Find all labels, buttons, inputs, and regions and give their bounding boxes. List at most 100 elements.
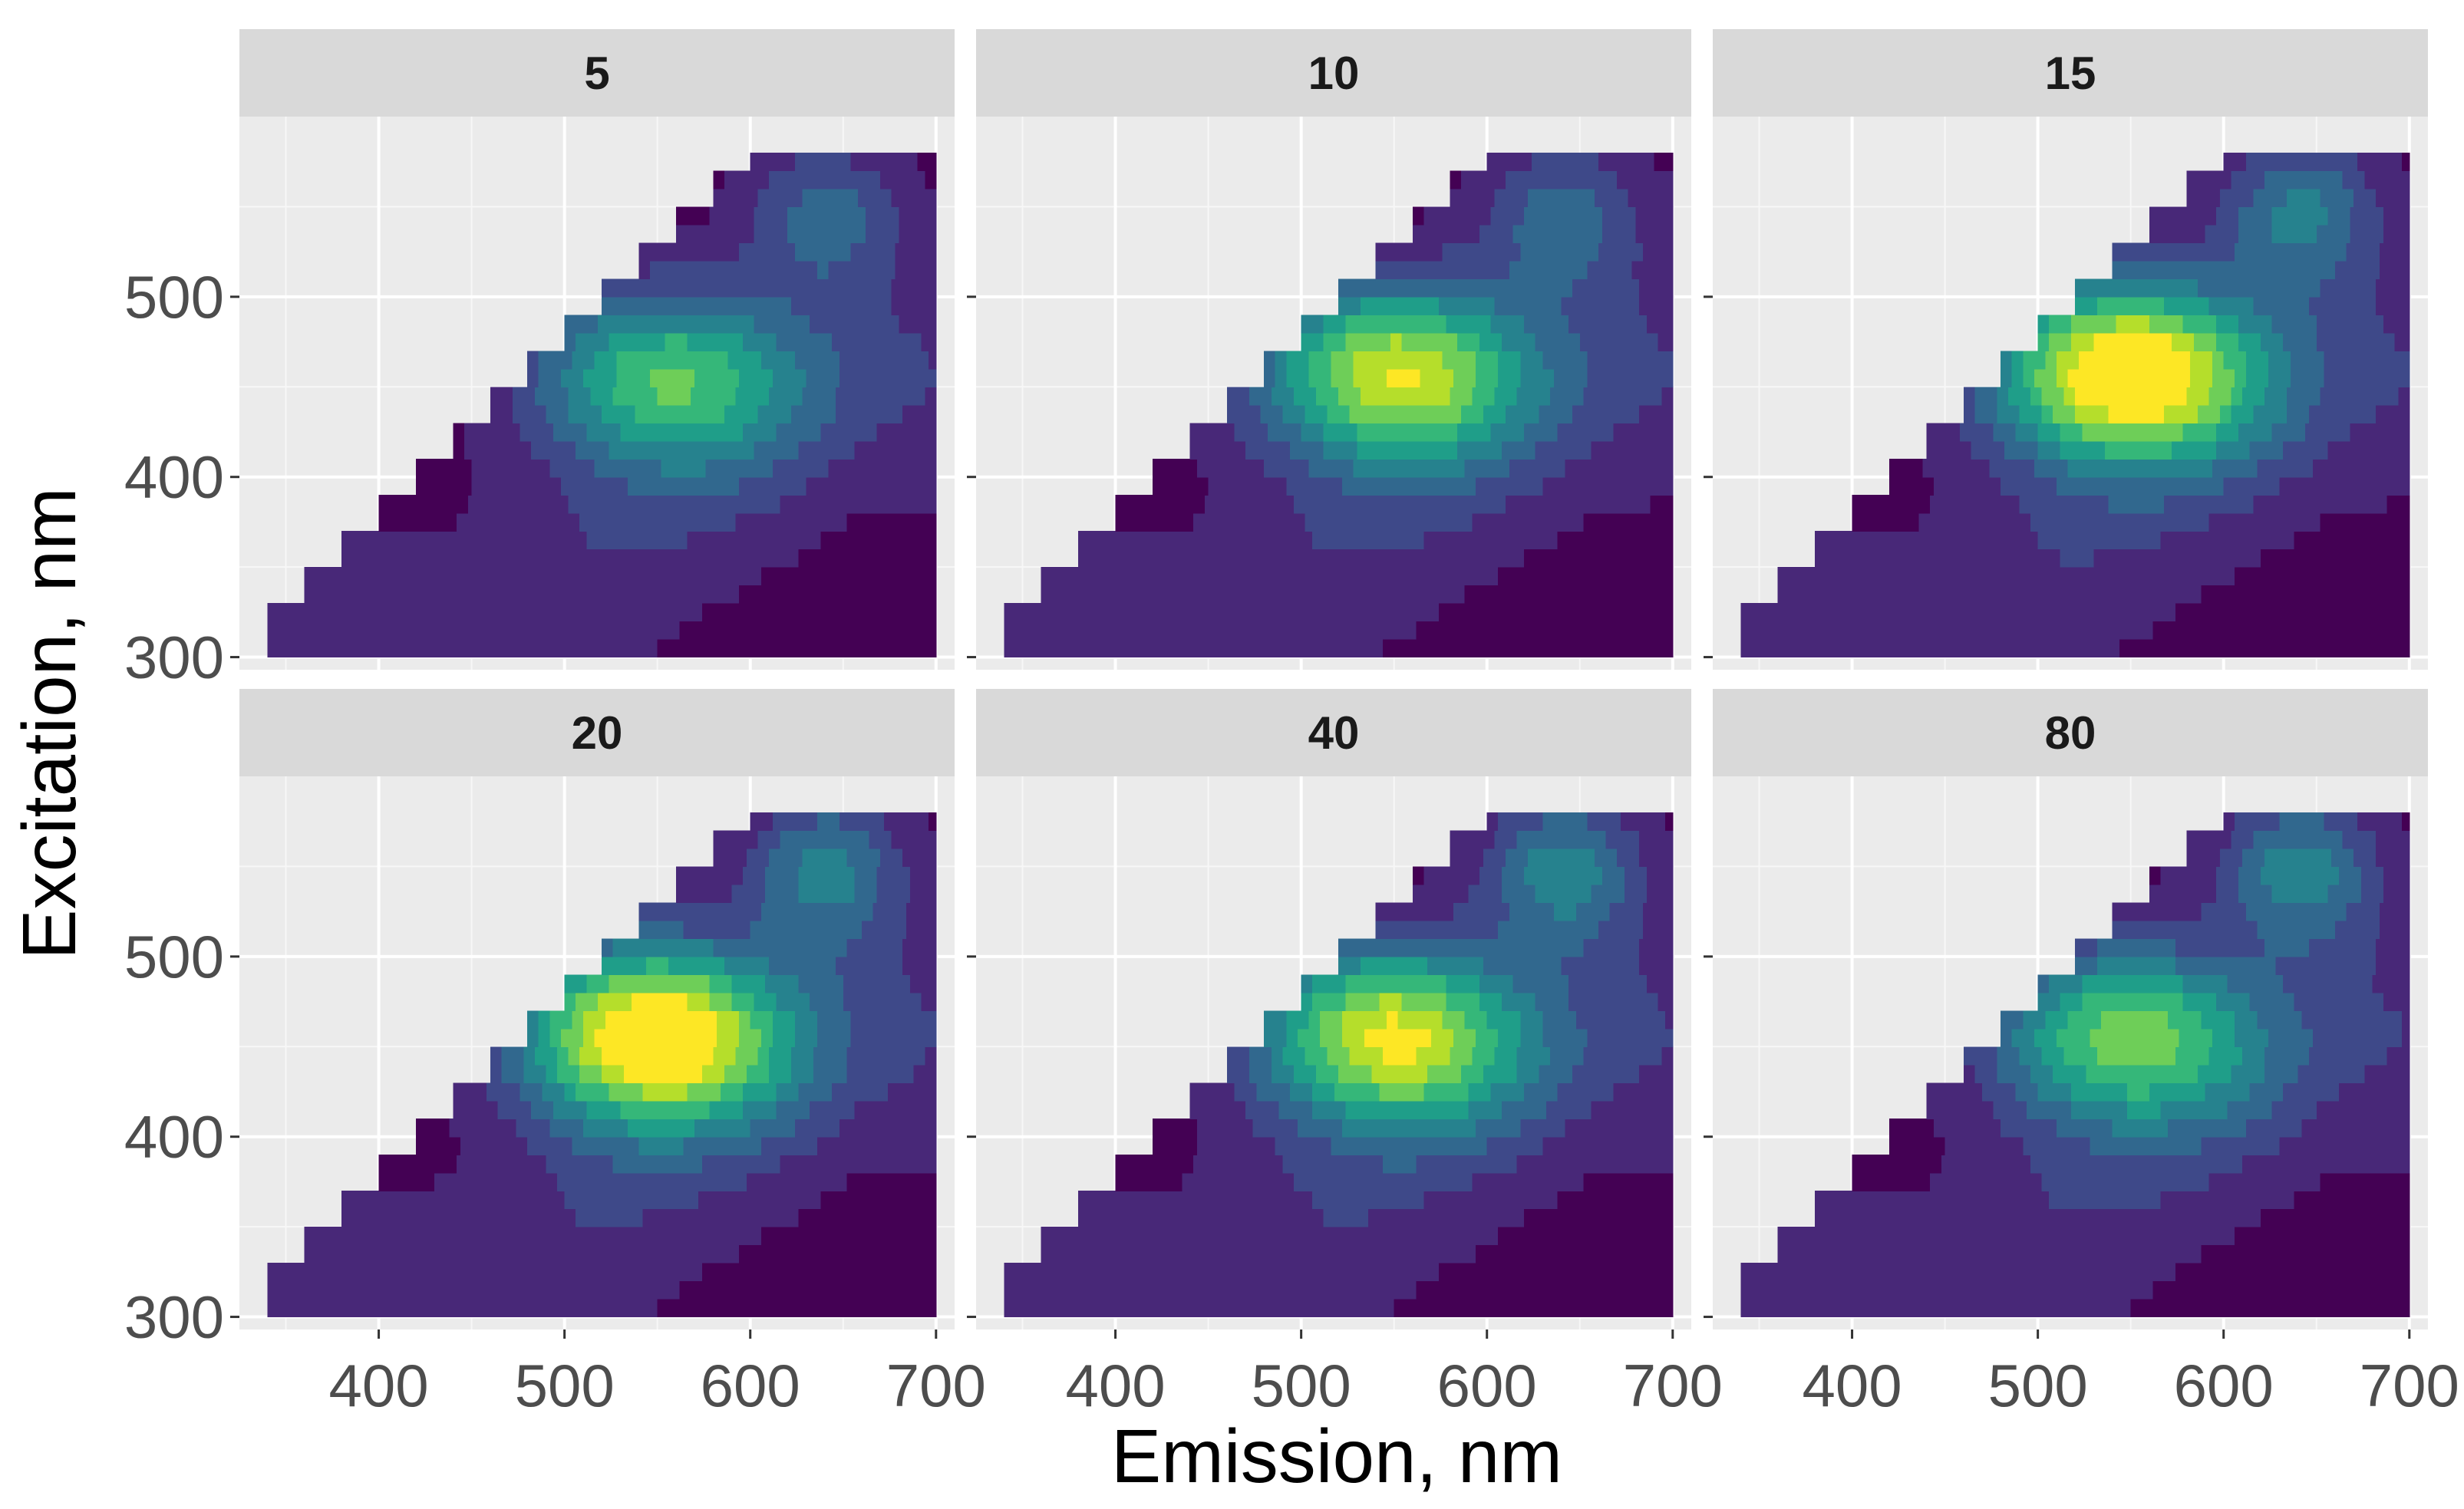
heat-cell [731, 974, 744, 993]
heat-cell [832, 549, 844, 568]
heat-cell [512, 404, 524, 423]
heat-cell [568, 1064, 580, 1083]
heat-cell [2253, 404, 2265, 423]
facet-panel-15: 15 [1704, 29, 2428, 670]
heat-cell [691, 1155, 703, 1174]
heat-cell [880, 188, 892, 208]
heat-cell [843, 423, 855, 442]
heat-cell [382, 1227, 394, 1246]
heat-cell [772, 242, 784, 262]
heat-cell [475, 1191, 487, 1210]
heat-cell [2357, 351, 2370, 370]
heat-cell [1070, 1280, 1083, 1300]
heat-cell [865, 224, 877, 243]
heat-cell [1353, 1227, 1365, 1246]
heat-cell [806, 812, 818, 832]
heat-cell [1383, 512, 1395, 532]
heat-cell [438, 585, 450, 604]
heat-cell [586, 992, 599, 1011]
heat-cell [460, 476, 473, 496]
heat-cell [1290, 531, 1302, 550]
heat-cell [872, 567, 885, 586]
heat-cell [2320, 387, 2332, 406]
heat-cell [1186, 459, 1198, 478]
heat-cell [1438, 1263, 1450, 1282]
heat-cell [2171, 423, 2184, 442]
heat-cell [423, 1172, 435, 1191]
heat-cell [2112, 459, 2124, 478]
heat-cell [471, 585, 483, 604]
heat-cell [2056, 368, 2068, 387]
heat-cell [1327, 603, 1339, 622]
heat-cell [1052, 1244, 1064, 1264]
heat-cell [2090, 476, 2102, 496]
heat-cell [1971, 531, 1983, 550]
heat-cell [761, 1010, 774, 1030]
heat-cell [1650, 296, 1662, 315]
heat-cell [861, 1227, 874, 1246]
heat-cell [523, 512, 536, 532]
heat-cell [1512, 332, 1525, 351]
facet-strip-background [1713, 29, 2428, 117]
heat-cell [646, 938, 658, 957]
heat-cell [858, 1263, 870, 1282]
heat-cell [1189, 549, 1202, 568]
heat-cell [490, 387, 502, 406]
heat-cell [2346, 260, 2358, 279]
heat-cell [415, 459, 428, 478]
heat-cell [884, 152, 896, 172]
heat-cell [925, 495, 937, 514]
heat-cell [2238, 224, 2251, 243]
heat-cell [768, 1172, 781, 1191]
heat-cell [1539, 621, 1551, 640]
heat-cell [386, 549, 398, 568]
heat-cell [598, 440, 610, 460]
heat-cell [1818, 603, 1831, 622]
heat-cell [2208, 188, 2221, 208]
heat-cell [691, 1263, 703, 1282]
heat-cell [713, 495, 725, 514]
heat-cell [2309, 495, 2321, 514]
heat-cell [2305, 531, 2317, 550]
heat-cell [1145, 549, 1157, 568]
heat-cell [906, 1136, 919, 1155]
heat-cell [2405, 423, 2410, 442]
heat-cell [810, 332, 822, 351]
heat-cell [739, 351, 751, 370]
heat-cell [1327, 621, 1339, 640]
heat-cell [505, 476, 517, 496]
heat-cell [2372, 206, 2384, 226]
heat-cell [2086, 296, 2098, 315]
heat-cell [2049, 440, 2061, 460]
heat-cell [2093, 315, 2106, 334]
heat-cell [2219, 495, 2231, 514]
heat-cell [683, 902, 695, 921]
heat-cell [691, 938, 703, 957]
heat-cell [2146, 242, 2158, 262]
heat-cell [743, 423, 755, 442]
heat-cell [2360, 531, 2373, 550]
heat-cell [720, 884, 733, 903]
heat-cell [861, 260, 874, 279]
heat-cell [1145, 1191, 1157, 1210]
heat-cell [2279, 260, 2291, 279]
heat-cell [2160, 440, 2172, 460]
heat-cell [906, 920, 919, 939]
heat-cell [453, 531, 465, 550]
heat-cell [887, 866, 899, 885]
heat-cell [672, 1028, 684, 1047]
heat-cell [1089, 1208, 1101, 1227]
heat-cell [832, 332, 844, 351]
heat-cell [602, 1064, 614, 1083]
heat-cell [560, 351, 572, 370]
heat-cell [1293, 603, 1306, 622]
heat-cell [1516, 639, 1529, 658]
heat-cell [653, 423, 665, 442]
heat-cell [430, 549, 443, 568]
heat-cell [1345, 315, 1357, 334]
heat-cell [698, 531, 711, 550]
heat-cell [1361, 495, 1373, 514]
heat-cell [1997, 512, 2009, 532]
heat-cell [768, 404, 781, 423]
heat-cell [1119, 567, 1131, 586]
